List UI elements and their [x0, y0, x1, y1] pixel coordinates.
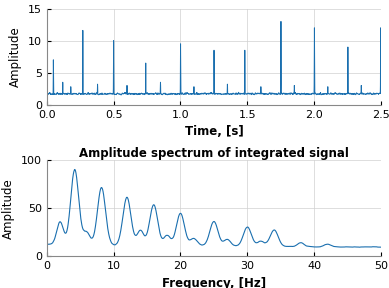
X-axis label: Frequency, [Hz]: Frequency, [Hz]: [162, 277, 266, 288]
X-axis label: Time, [s]: Time, [s]: [184, 125, 244, 138]
Y-axis label: Amplitude: Amplitude: [2, 178, 15, 239]
Title: Amplitude spectrum of integrated signal: Amplitude spectrum of integrated signal: [79, 147, 349, 160]
Y-axis label: Amplitude: Amplitude: [9, 26, 22, 87]
